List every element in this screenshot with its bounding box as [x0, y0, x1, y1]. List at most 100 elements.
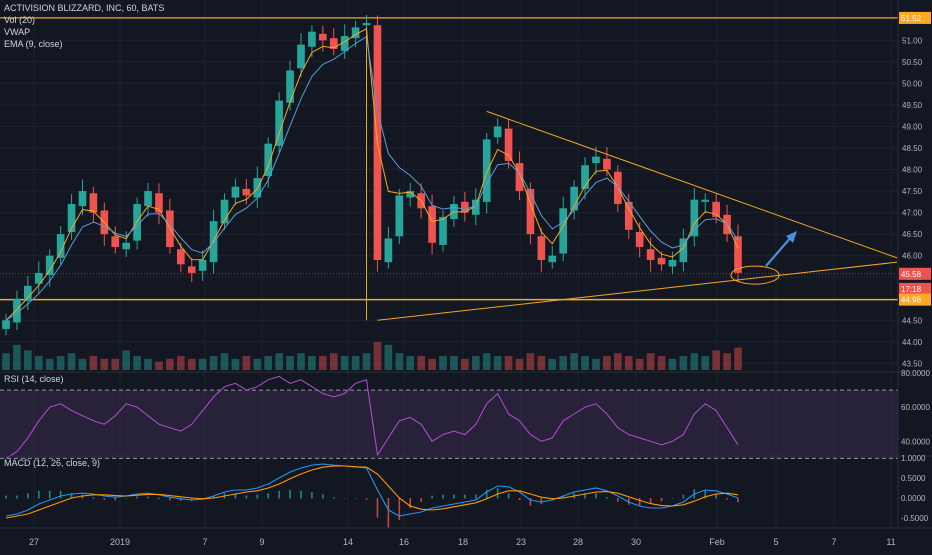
volume-bar	[329, 353, 338, 370]
candle	[340, 36, 349, 52]
macd-histogram-bar	[103, 498, 106, 500]
legend-volume[interactable]: Vol (20)	[4, 15, 36, 25]
macd-histogram-bar	[114, 498, 117, 501]
macd-histogram-bar	[365, 498, 368, 500]
candle	[209, 221, 218, 263]
macd-histogram-bar	[322, 494, 324, 499]
macd-histogram-bar	[737, 498, 739, 503]
volume-bar	[471, 356, 480, 370]
candle	[461, 201, 469, 213]
macd-histogram-bar	[474, 494, 477, 499]
candle	[78, 191, 87, 207]
volume-layer	[2, 342, 742, 370]
volume-bar	[2, 353, 10, 370]
macd-histogram-bar	[158, 498, 160, 499]
x-tick-label: 9	[259, 537, 264, 547]
macd-histogram-bar	[682, 494, 685, 499]
legend-ema[interactable]: EMA (9, close)	[4, 39, 63, 49]
y-tick-label: 49.50	[902, 101, 923, 110]
legend-macd[interactable]: MACD (12, 26, close, 9)	[4, 458, 101, 468]
candle	[264, 143, 273, 176]
x-tick-label: 30	[631, 537, 641, 547]
volume-bar	[635, 358, 644, 370]
rsi-tick-label: 80.0000	[901, 369, 930, 378]
volume-bar	[34, 356, 43, 370]
x-tick-label: 11	[886, 537, 895, 547]
volume-bar	[220, 353, 229, 370]
macd-pane[interactable]	[5, 463, 739, 528]
candle	[428, 206, 436, 243]
volume-bar	[373, 342, 382, 370]
candle	[701, 199, 710, 202]
volume-bar	[89, 356, 98, 370]
y-tick-label: 48.50	[902, 144, 923, 153]
x-tick-label: 5	[773, 537, 778, 547]
volume-bar	[242, 356, 251, 370]
y-tick-label: 49.00	[902, 122, 923, 131]
x-tick-label: 7	[202, 537, 207, 547]
macd-histogram-bar	[289, 489, 291, 499]
x-tick-label: 2019	[110, 537, 130, 547]
volume-bar	[100, 358, 109, 370]
y-tick-label: 46.50	[902, 230, 923, 239]
resistance-price-tag-bg	[899, 11, 931, 24]
volume-bar	[122, 350, 131, 370]
volume-bar	[209, 356, 218, 370]
volume-bar	[723, 353, 731, 370]
volume-bar	[450, 356, 458, 370]
x-tick-label: 18	[458, 537, 468, 547]
macd-histogram-bar	[540, 498, 543, 505]
projection-arrow-head	[786, 231, 797, 243]
macd-histogram-bar	[409, 498, 412, 509]
volume-bar	[319, 356, 327, 370]
volume-bar	[668, 358, 677, 370]
macd-histogram-bar	[354, 498, 357, 499]
macd-histogram-bar	[638, 498, 641, 506]
y-tick-label: 44.00	[902, 338, 923, 347]
rsi-pane[interactable]	[0, 375, 898, 459]
resistance-price-tag: 51.52	[901, 14, 922, 23]
legend-vwap[interactable]: VWAP	[4, 27, 31, 37]
candle	[635, 232, 644, 248]
volume-bar	[537, 356, 546, 370]
volume-bar	[613, 353, 622, 370]
volume-bar	[646, 353, 655, 370]
volume-bar	[176, 356, 185, 370]
macd-histogram-bar	[420, 498, 422, 502]
volume-bar	[78, 358, 87, 370]
macd-histogram-bar	[278, 490, 280, 499]
volume-bar	[45, 358, 54, 370]
volume-bar	[515, 358, 524, 370]
y-tick-label: 47.00	[902, 209, 923, 218]
candle	[646, 249, 655, 260]
y-tick-label: 50.00	[902, 79, 923, 88]
macd-histogram-bar	[5, 495, 7, 499]
candle	[89, 193, 98, 213]
volume-bar	[187, 358, 196, 370]
candle	[13, 298, 21, 323]
projection-arrow-shaft	[765, 235, 793, 267]
volume-bar	[406, 356, 415, 370]
price-pane[interactable]	[0, 14, 898, 336]
candle	[176, 249, 185, 265]
macd-histogram-bar	[256, 494, 259, 499]
legend-rsi[interactable]: RSI (14, close)	[4, 374, 64, 384]
rsi-band	[0, 390, 898, 459]
candle	[570, 186, 578, 211]
macd-histogram-bar	[169, 498, 171, 501]
volume-bar	[67, 353, 76, 370]
macd-histogram-bar	[595, 493, 597, 499]
volume-bar	[581, 356, 589, 370]
macd-histogram-bar	[671, 498, 674, 499]
macd-histogram-bar	[464, 494, 466, 499]
candle	[657, 257, 666, 265]
volume-bar	[570, 353, 578, 370]
volume-bar	[133, 356, 141, 370]
macd-histogram-bar	[59, 490, 62, 499]
candle	[56, 234, 65, 258]
candle	[362, 23, 371, 26]
macd-histogram-bar	[343, 498, 346, 499]
macd-histogram-bar	[136, 496, 138, 499]
